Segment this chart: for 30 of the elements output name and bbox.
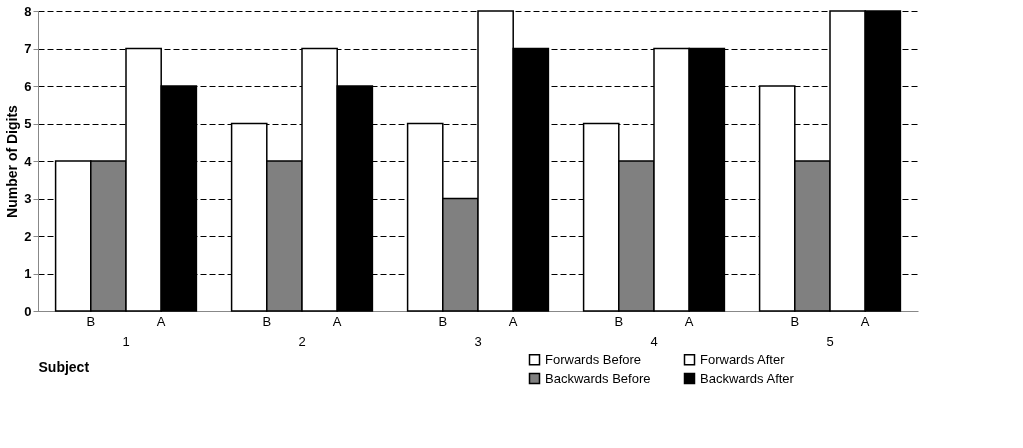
y-axis-title: Number of Digits (4, 104, 21, 218)
text: B (86, 314, 96, 329)
y-tick-label: 3 (24, 191, 32, 206)
text: A (684, 314, 694, 329)
y-tick-label: 5 (24, 116, 32, 131)
y-tick-label: 0 (24, 303, 32, 319)
text: B (438, 314, 448, 329)
y-tick-label: 1 (24, 266, 32, 281)
text: B (790, 314, 800, 329)
text: A (508, 314, 518, 329)
text: B (614, 314, 624, 329)
y-tick-label: 4 (24, 153, 33, 169)
legend-label: Backwards Before (545, 370, 651, 386)
y-tick-label: 7 (24, 41, 32, 56)
y-tick-label: 2 (24, 228, 32, 244)
legend-label: Forwards Before (545, 351, 642, 367)
text: A (860, 314, 870, 329)
x-tick-label: 4 (650, 333, 658, 349)
x-tick-label: 5 (826, 333, 834, 349)
x-axis-title: Subject (38, 358, 90, 375)
x-tick-label: 3 (474, 333, 482, 349)
legend-label: Backwards After (700, 370, 795, 386)
text: A (332, 314, 342, 329)
text: B (262, 314, 272, 329)
legend-label: Forwards After (700, 351, 786, 367)
x-tick-label: 2 (298, 333, 306, 349)
y-tick-label: 6 (24, 78, 32, 94)
x-tick-label: 1 (122, 333, 130, 349)
text: A (156, 314, 166, 329)
y-tick-label: 8 (24, 3, 32, 19)
